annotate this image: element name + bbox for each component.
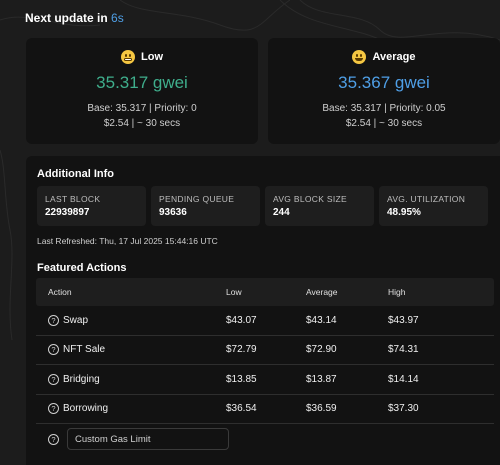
stat-label: AVG. UTILIZATION xyxy=(387,194,466,204)
gas-card-average-level: Average xyxy=(372,51,416,63)
custom-gas-limit-input[interactable] xyxy=(67,428,229,450)
cost-low: $36.54 xyxy=(226,403,257,415)
stat-label: LAST BLOCK xyxy=(45,194,101,204)
stat-label: AVG BLOCK SIZE xyxy=(273,194,347,204)
stat-avg-block-size: AVG BLOCK SIZE 244 xyxy=(265,186,374,226)
additional-info-panel: Additional Info LAST BLOCK 22939897 PEND… xyxy=(26,156,500,465)
gas-card-average-heading: Average xyxy=(268,50,500,64)
grinning-face-icon xyxy=(121,50,135,64)
cost-average: $13.87 xyxy=(306,373,337,385)
gas-card-average-breakdown: Base: 35.317 | Priority: 0.05 xyxy=(322,103,446,114)
cost-average: $43.14 xyxy=(306,314,337,326)
gas-card-low-breakdown: Base: 35.317 | Priority: 0 xyxy=(87,103,197,114)
table-row: ? Swap $43.07 $43.14 $43.97 xyxy=(36,306,494,336)
question-circle-icon[interactable]: ? xyxy=(48,314,59,326)
custom-gas-row: ? xyxy=(36,428,229,450)
table-header: Action Low Average High xyxy=(36,278,494,306)
cost-low: $72.79 xyxy=(226,344,257,356)
stat-value: 48.95% xyxy=(387,207,421,218)
update-prefix: Next update in xyxy=(25,11,108,25)
update-countdown: 6s xyxy=(111,11,124,25)
column-header-average: Average xyxy=(306,287,338,297)
question-circle-icon[interactable]: ? xyxy=(48,433,59,445)
table-row: ? Borrowing $36.54 $36.59 $37.30 xyxy=(36,395,494,424)
stats-row: LAST BLOCK 22939897 PENDING QUEUE 93636 … xyxy=(37,186,488,226)
column-header-high: High xyxy=(388,287,406,297)
table-row: ? NFT Sale $72.79 $72.90 $74.31 xyxy=(36,336,494,365)
stat-value: 22939897 xyxy=(45,207,90,218)
smiling-face-icon xyxy=(352,50,367,64)
update-header: Next update in 6s xyxy=(25,11,124,25)
cost-high: $74.31 xyxy=(388,344,419,356)
gas-card-average-price: 35.367 gwei xyxy=(338,73,430,92)
gas-card-average: Average 35.367 gwei Base: 35.317 | Prior… xyxy=(268,38,500,144)
column-header-action: Action xyxy=(48,287,72,297)
stat-value: 93636 xyxy=(159,207,187,218)
featured-actions-title: Featured Actions xyxy=(37,262,127,274)
table-row: ? Bridging $13.85 $13.87 $14.14 xyxy=(36,365,494,395)
question-circle-icon[interactable]: ? xyxy=(48,373,59,385)
cost-high: $37.30 xyxy=(388,403,419,415)
cost-high: $43.97 xyxy=(388,314,419,326)
cost-low: $13.85 xyxy=(226,373,257,385)
action-name: Borrowing xyxy=(63,403,109,415)
additional-info-title: Additional Info xyxy=(37,168,114,180)
question-circle-icon[interactable]: ? xyxy=(48,344,59,356)
gas-card-average-cost: $2.54 | ~ 30 secs xyxy=(345,118,423,129)
cost-average: $36.59 xyxy=(306,403,337,415)
gas-card-low-price: 35.317 gwei xyxy=(96,73,188,92)
stat-value: 244 xyxy=(273,207,290,218)
stat-label: PENDING QUEUE xyxy=(159,194,235,204)
gas-card-low: Low 35.317 gwei Base: 35.317 | Priority:… xyxy=(26,38,258,144)
action-name: NFT Sale xyxy=(63,344,106,356)
gas-card-low-level: Low xyxy=(141,51,163,63)
question-circle-icon[interactable]: ? xyxy=(48,403,59,415)
stat-pending-queue: PENDING QUEUE 93636 xyxy=(151,186,260,226)
cost-average: $72.90 xyxy=(306,344,337,356)
featured-actions-table: Action Low Average High ? Swap $43.07 $4… xyxy=(36,278,494,424)
last-refreshed: Last Refreshed: Thu, 17 Jul 2025 15:44:1… xyxy=(37,236,218,246)
stat-last-block: LAST BLOCK 22939897 xyxy=(37,186,146,226)
action-name: Swap xyxy=(63,314,89,326)
cost-low: $43.07 xyxy=(226,314,257,326)
gas-card-low-cost: $2.54 | ~ 30 secs xyxy=(103,118,181,129)
stat-avg-utilization: AVG. UTILIZATION 48.95% xyxy=(379,186,488,226)
cost-high: $14.14 xyxy=(388,373,419,385)
gas-card-low-heading: Low xyxy=(26,50,258,64)
action-name: Bridging xyxy=(63,373,100,385)
column-header-low: Low xyxy=(226,287,242,297)
